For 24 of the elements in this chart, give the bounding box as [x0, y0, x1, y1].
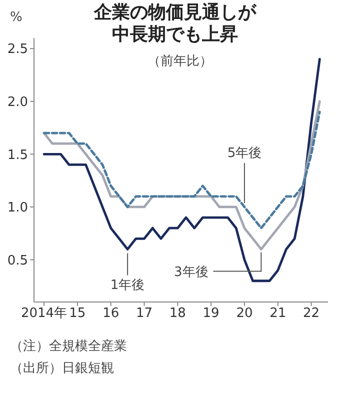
x-tick-label: 15	[69, 306, 86, 322]
line-series	[42, 110, 321, 230]
text: （前年比）	[146, 53, 214, 70]
y-tick-label: 2.5	[7, 42, 28, 58]
y-tick-label: 1.0	[7, 200, 28, 216]
x-tick-label: 20	[236, 306, 253, 322]
text: 5年後	[227, 146, 262, 161]
text: （出所）日銀短観	[10, 360, 115, 378]
x-tick-label: 18	[169, 306, 186, 322]
line-series	[42, 100, 321, 250]
x-tick-label: 19	[202, 306, 220, 322]
x-tick-label: 22	[303, 306, 320, 322]
text: 1年後	[110, 278, 145, 294]
x-tick-label: 16	[102, 306, 120, 322]
y-axis-title: %	[10, 10, 22, 25]
chart-title: 企業の物価見通しが中長期でも上昇	[92, 2, 258, 46]
y-tick-label: 1.5	[7, 148, 28, 163]
text: （注）全規模全産業	[10, 338, 127, 356]
x-tick-label: 21	[270, 306, 286, 322]
y-tick-label: 2.0	[7, 94, 28, 110]
y-tick-label: 0.5	[7, 253, 28, 268]
text: 3年後	[174, 265, 208, 280]
x-tick-label: 17	[136, 306, 153, 322]
x-tick-label: 2014年	[20, 306, 68, 322]
